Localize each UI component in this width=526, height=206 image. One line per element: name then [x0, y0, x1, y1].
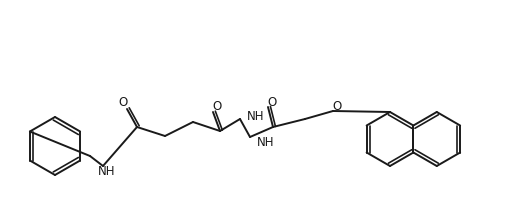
Text: NH: NH	[98, 165, 116, 178]
Text: O: O	[332, 99, 341, 112]
Text: O: O	[267, 95, 277, 108]
Text: O: O	[213, 100, 221, 113]
Text: O: O	[118, 96, 128, 109]
Text: NH: NH	[247, 110, 265, 123]
Text: NH: NH	[257, 135, 275, 148]
